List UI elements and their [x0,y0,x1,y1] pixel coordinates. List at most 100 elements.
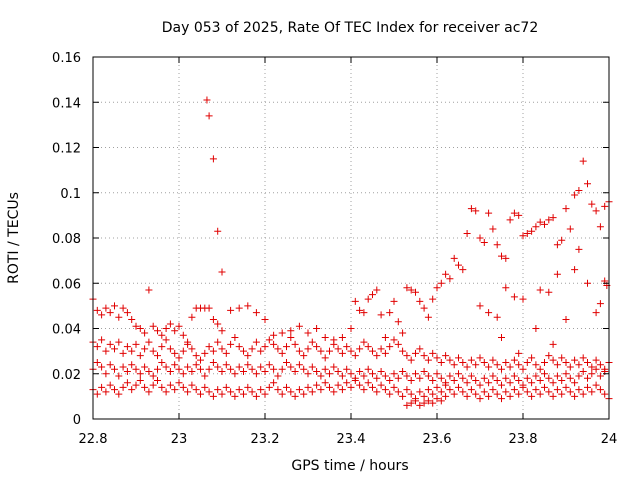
data-point [205,388,213,396]
data-point [588,363,596,371]
data-point [553,386,561,394]
data-point [545,374,553,382]
data-point [123,367,131,375]
y-tick-label: 0.12 [52,142,81,157]
data-point [166,367,174,375]
data-point [149,381,157,389]
y-axis-label: ROTI / TECUs [6,192,22,284]
data-point [209,392,217,400]
data-point [536,377,544,385]
data-point [558,236,566,244]
data-point [214,386,222,394]
data-point [227,388,235,396]
data-point [442,270,450,278]
data-point [390,383,398,391]
data-point [545,216,553,224]
data-point [102,370,110,378]
data-point [549,340,557,348]
data-point [119,304,127,312]
data-point [347,325,355,332]
data-point [558,377,566,385]
data-point [416,401,424,409]
data-point [416,297,424,305]
data-point [360,309,368,317]
data-point [149,372,157,380]
data-point [179,331,187,339]
data-point [601,390,609,398]
data-point [433,370,441,378]
data-point [252,338,260,346]
data-point [179,383,187,391]
data-point [566,363,574,371]
data-point [136,370,144,378]
data-point [317,347,325,355]
data-point [179,347,187,355]
data-point [188,345,196,353]
data-point [166,320,174,328]
data-point [485,209,493,217]
data-point [338,372,346,380]
data-point [106,340,114,348]
chart-title: Day 053 of 2025, Rate Of TEC Index for r… [162,20,538,36]
data-point [467,386,475,394]
data-point [205,112,213,120]
data-point [162,363,170,371]
data-point [222,361,230,369]
data-point [506,363,514,371]
data-point [257,386,265,394]
data-point [403,386,411,394]
data-point [528,354,536,362]
data-point [205,343,213,351]
data-point [424,372,432,380]
y-tick-label: 0.16 [52,51,81,66]
data-point [437,374,445,382]
y-tick-label: 0 [73,413,81,428]
data-point [553,361,561,369]
data-point [313,343,321,351]
data-point [192,352,200,360]
data-point [498,252,505,260]
data-point [493,377,501,385]
data-point [442,381,450,389]
data-point [377,311,385,319]
data-point [596,223,604,231]
data-point [407,286,415,294]
data-point [304,370,312,378]
data-point [321,354,329,362]
data-point [270,331,278,339]
data-point [214,320,222,328]
data-point [123,379,131,387]
data-point [261,315,269,323]
data-point [360,372,368,380]
data-point [235,386,243,394]
data-point [541,358,548,366]
data-point [412,370,419,378]
data-point [231,392,239,400]
x-tick-label: 23 [171,432,188,447]
data-point [489,372,497,380]
data-point [291,367,299,375]
data-point [227,340,235,348]
data-point [93,306,101,314]
data-point [515,349,523,357]
data-point [553,372,561,380]
data-point [274,372,282,380]
data-point [549,356,557,364]
data-point [472,377,480,385]
data-point [485,379,493,387]
data-point [566,225,574,233]
data-point [506,216,514,224]
data-point [338,386,346,394]
y-tick-label: 0.14 [52,96,81,111]
data-point [141,329,149,337]
data-point [553,241,561,249]
data-point [571,379,579,387]
data-point [571,191,579,199]
data-point [592,365,600,373]
data-point [175,354,183,362]
data-point [485,392,493,400]
data-point [158,383,166,391]
data-point [154,327,161,335]
data-point [463,379,471,387]
data-point [373,374,381,382]
